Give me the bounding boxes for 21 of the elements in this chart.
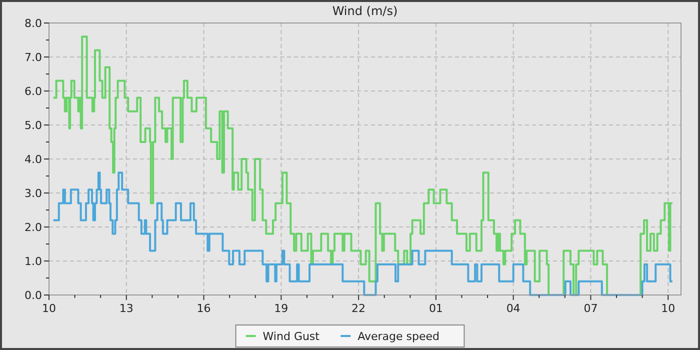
y-tick-label: 1.0 — [24, 255, 42, 268]
x-tick-label: 04 — [506, 302, 520, 315]
x-tick-label: 13 — [119, 302, 134, 315]
y-tick-label: 2.0 — [24, 221, 42, 234]
x-tick-label: 19 — [274, 302, 288, 315]
legend-label: Wind Gust — [262, 330, 320, 343]
y-tick-label: 8.0 — [24, 17, 42, 30]
x-tick-label: 22 — [352, 302, 366, 315]
x-tick-label: 16 — [196, 302, 211, 315]
x-tick-label: 10 — [661, 302, 676, 315]
y-tick-label: 7.0 — [24, 51, 42, 64]
x-tick-label: 07 — [584, 302, 598, 315]
y-tick-label: 3.0 — [24, 187, 42, 200]
x-tick-label: 10 — [42, 302, 56, 315]
y-tick-label: 4.0 — [24, 153, 42, 166]
chart-title: Wind (m/s) — [332, 4, 398, 18]
y-tick-label: 6.0 — [24, 85, 42, 98]
x-tick-label: 01 — [428, 302, 443, 315]
y-tick-label: 5.0 — [24, 119, 42, 132]
legend-label: Average speed — [358, 330, 440, 343]
y-tick-label: 0.0 — [24, 289, 42, 302]
